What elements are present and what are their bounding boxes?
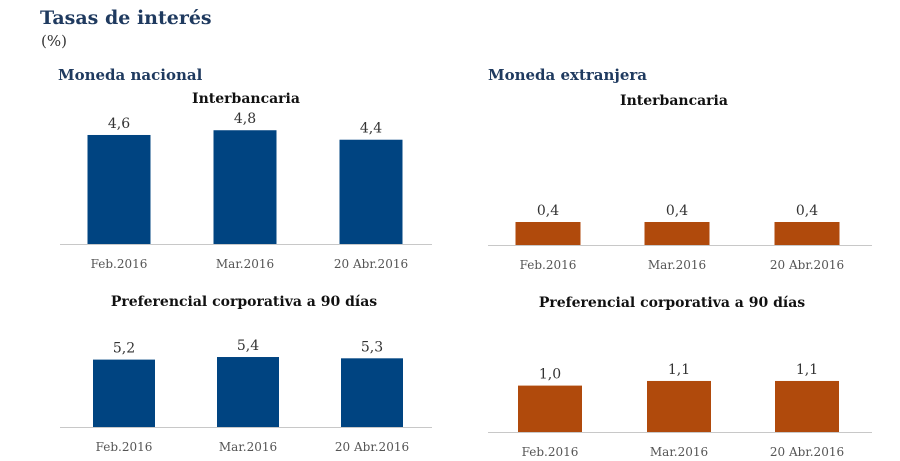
panel-title: Preferencial corporativa a 90 días <box>111 294 377 310</box>
bar <box>515 222 581 245</box>
bar <box>518 385 582 432</box>
bar <box>774 222 840 245</box>
bar <box>213 130 277 244</box>
category-label: Feb.2016 <box>522 445 579 459</box>
category-label: 20 Abr.2016 <box>770 258 844 272</box>
bar <box>775 380 839 432</box>
category-label: Mar.2016 <box>219 440 277 454</box>
category-label: 20 Abr.2016 <box>335 440 409 454</box>
data-label: 4,6 <box>108 116 130 132</box>
category-label: Feb.2016 <box>96 440 153 454</box>
panel-title: Preferencial corporativa a 90 días <box>539 295 805 311</box>
section-moneda-nacional: Moneda nacional <box>58 66 203 84</box>
data-label: 0,4 <box>796 203 818 219</box>
data-label: 4,8 <box>234 111 256 127</box>
panel-title: Interbancaria <box>620 93 728 109</box>
bar <box>93 359 155 427</box>
category-label: Mar.2016 <box>648 258 706 272</box>
category-label: 20 Abr.2016 <box>334 257 408 271</box>
bar <box>87 134 151 244</box>
category-label: Feb.2016 <box>91 257 148 271</box>
data-label: 5,4 <box>237 338 259 354</box>
chart-title: Tasas de interés <box>40 7 212 29</box>
category-label: Mar.2016 <box>650 445 708 459</box>
panel-title: Interbancaria <box>192 91 300 107</box>
bar <box>341 358 403 427</box>
data-label: 0,4 <box>666 203 688 219</box>
bar <box>647 380 711 432</box>
category-label: 20 Abr.2016 <box>770 445 844 459</box>
data-label: 5,3 <box>361 339 383 355</box>
bar <box>644 222 710 245</box>
data-label: 5,2 <box>113 341 135 357</box>
chart-unit: (%) <box>41 32 67 50</box>
bar <box>217 357 279 427</box>
data-label: 4,4 <box>360 121 382 137</box>
category-label: Mar.2016 <box>216 257 274 271</box>
data-label: 0,4 <box>537 203 559 219</box>
section-moneda-extranjera: Moneda extranjera <box>488 66 648 84</box>
data-label: 1,0 <box>539 367 561 383</box>
category-label: Feb.2016 <box>520 258 577 272</box>
data-label: 1,1 <box>796 362 818 378</box>
data-label: 1,1 <box>668 362 690 378</box>
bar <box>339 139 403 244</box>
